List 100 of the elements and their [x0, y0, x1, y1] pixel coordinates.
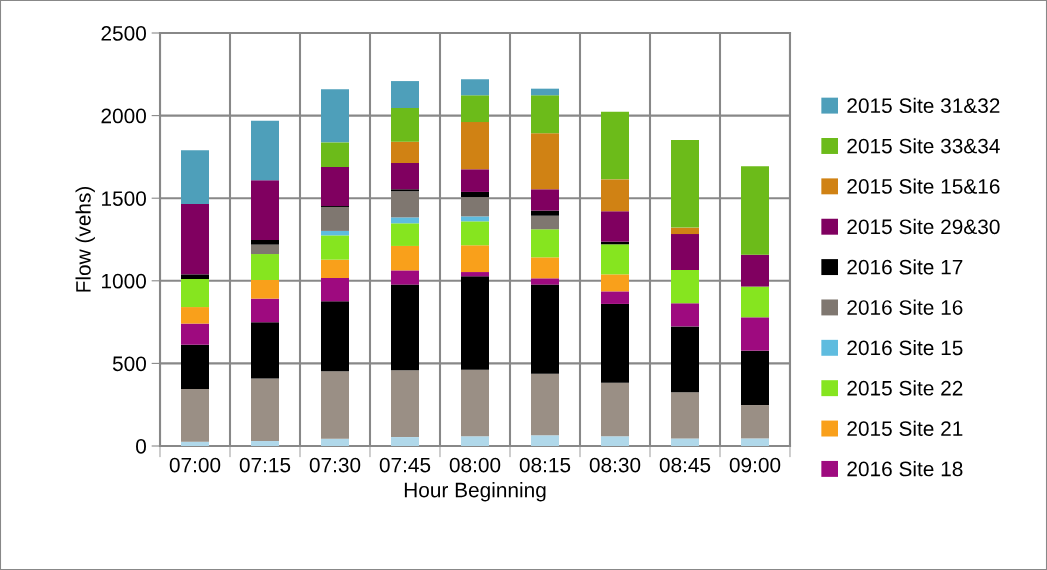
- y-tick-label: 2500: [101, 26, 146, 41]
- bar: [321, 230, 349, 236]
- legend-label: 2016 Site 18: [847, 461, 963, 477]
- bar: [321, 438, 349, 446]
- bar: [601, 179, 629, 212]
- bar: [251, 298, 279, 323]
- bar: [321, 235, 349, 260]
- bar: [251, 120, 279, 181]
- bar: [251, 322, 279, 379]
- bar: [531, 278, 559, 285]
- bar: [741, 438, 769, 446]
- bar: [671, 326, 699, 393]
- bar: [531, 133, 559, 190]
- bar: [531, 215, 559, 230]
- bar: [181, 150, 209, 204]
- bar: [461, 191, 489, 198]
- legend-label: 2015 Site 15&16: [847, 178, 1000, 194]
- bar: [251, 378, 279, 442]
- bar: [601, 291, 629, 304]
- bar: [321, 89, 349, 143]
- bar: [741, 317, 769, 351]
- legend-label: 2016 Site 16: [847, 299, 963, 315]
- bar: [671, 140, 699, 228]
- bar: [601, 211, 629, 242]
- bar: [601, 244, 629, 275]
- bar: [601, 111, 629, 180]
- bar: [601, 436, 629, 446]
- bar: [531, 284, 559, 374]
- bar: [391, 270, 419, 285]
- x-tick-label: 08:30: [589, 457, 641, 473]
- bar: [251, 240, 279, 245]
- bar: [391, 245, 419, 271]
- bar: [531, 229, 559, 258]
- bar: [531, 189, 559, 211]
- bar: [531, 435, 559, 446]
- x-tick-label: 07:45: [379, 457, 431, 473]
- bar: [461, 197, 489, 217]
- legend-label: 2016 Site 17: [847, 259, 963, 275]
- legend-label: 2015 Site 29&30: [847, 218, 1000, 235]
- bar: [601, 382, 629, 437]
- bar: [181, 278, 209, 308]
- bar: [531, 95, 559, 134]
- bar: [461, 436, 489, 446]
- bar: [391, 191, 419, 218]
- bar: [671, 303, 699, 327]
- bar: [181, 441, 209, 446]
- bar: [321, 301, 349, 372]
- bar: [741, 254, 769, 287]
- y-tick-label: 500: [112, 356, 146, 372]
- bar: [601, 303, 629, 383]
- bar: [461, 122, 489, 170]
- bar: [321, 142, 349, 167]
- bar: [391, 81, 419, 108]
- bar: [251, 180, 279, 240]
- bar: [391, 223, 419, 246]
- bar: [461, 169, 489, 192]
- bar: [181, 274, 209, 279]
- x-tick-label: 07:00: [169, 457, 221, 473]
- legend-label: 2015 Site 22: [847, 380, 963, 396]
- bar: [321, 371, 349, 439]
- bar: [461, 272, 489, 277]
- y-tick-label: 2000: [101, 108, 146, 124]
- bar: [321, 259, 349, 278]
- legend-label: 2016 Site 15: [847, 339, 963, 356]
- bar: [391, 163, 419, 190]
- bar: [391, 108, 419, 142]
- x-tick-label: 08:45: [659, 457, 711, 473]
- x-tick-label: 07:15: [239, 457, 291, 473]
- bar: [321, 206, 349, 231]
- bar: [741, 166, 769, 255]
- bar: [671, 227, 699, 235]
- bar: [461, 245, 489, 273]
- legend-label: 2015 Site 33&34: [847, 138, 1000, 154]
- bar: [671, 392, 699, 439]
- bar: [321, 166, 349, 206]
- bar: [461, 221, 489, 246]
- bar: [461, 79, 489, 96]
- y-tick-label: 1000: [102, 273, 146, 289]
- bar: [181, 323, 209, 345]
- bar: [671, 270, 699, 304]
- bar: [531, 88, 559, 96]
- bar: [181, 307, 209, 324]
- bar: [461, 95, 489, 123]
- bar: [251, 244, 279, 255]
- bar: [531, 210, 559, 216]
- x-tick-label: 08:00: [449, 457, 501, 473]
- bar: [531, 373, 559, 436]
- bar: [601, 274, 629, 292]
- bar: [671, 438, 699, 446]
- bar: [181, 203, 209, 275]
- y-axis-title: Flow (vehs): [75, 186, 95, 292]
- bar: [391, 437, 419, 446]
- x-tick-label: 09:00: [729, 457, 781, 473]
- bar: [391, 370, 419, 438]
- bar: [181, 389, 209, 442]
- legend-label: 2015 Site 31&32: [847, 97, 1000, 114]
- bar: [391, 284, 419, 371]
- x-tick-label: 08:15: [519, 457, 571, 473]
- bar: [741, 405, 769, 439]
- bar: [251, 254, 279, 280]
